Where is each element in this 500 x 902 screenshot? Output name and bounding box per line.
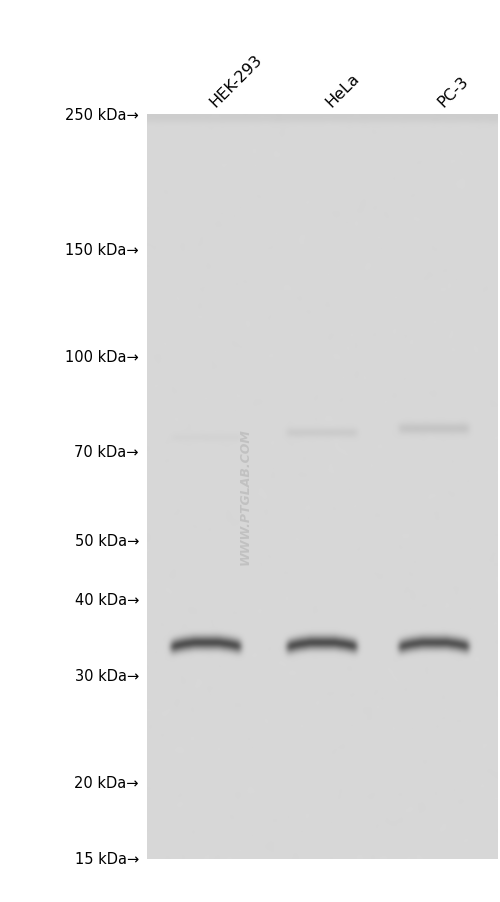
Text: 70 kDa→: 70 kDa→: [74, 444, 139, 459]
Text: 20 kDa→: 20 kDa→: [74, 776, 139, 790]
Text: 250 kDa→: 250 kDa→: [65, 107, 139, 123]
Text: PC-3: PC-3: [435, 73, 471, 110]
Text: 100 kDa→: 100 kDa→: [65, 350, 139, 364]
Text: 30 kDa→: 30 kDa→: [75, 668, 139, 683]
Text: HeLa: HeLa: [322, 70, 362, 110]
Text: HEK-293: HEK-293: [206, 52, 264, 110]
Text: 15 kDa→: 15 kDa→: [75, 851, 139, 867]
Text: 150 kDa→: 150 kDa→: [66, 243, 139, 257]
Text: 50 kDa→: 50 kDa→: [74, 533, 139, 548]
Text: WWW.PTGLAB.COM: WWW.PTGLAB.COM: [239, 428, 252, 565]
Text: 40 kDa→: 40 kDa→: [74, 592, 139, 607]
